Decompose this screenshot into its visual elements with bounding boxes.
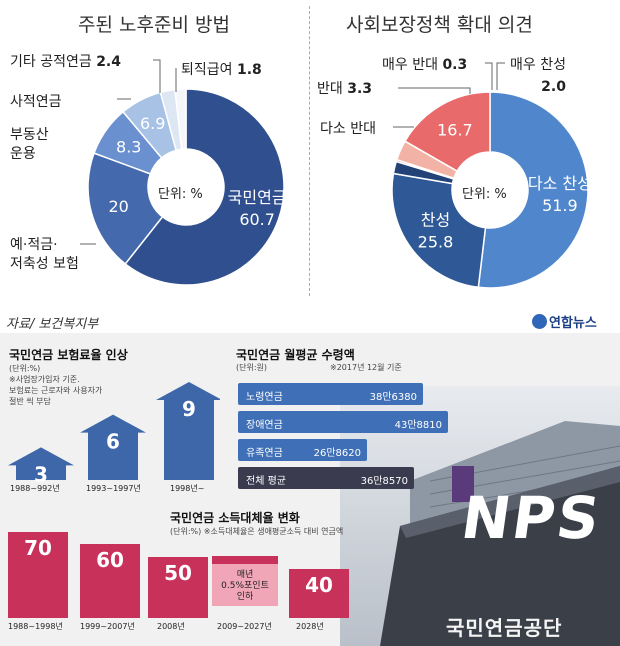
label-against: 반대 3.3 <box>317 81 373 97</box>
replace-category: 1988~1998년 <box>8 622 63 631</box>
label-real-estate: 부동산 운용 <box>10 127 49 162</box>
label-severance: 퇴직급여 1.8 <box>181 62 262 78</box>
nps-logo: NPS <box>457 484 606 552</box>
donut-value-label: 60.7 <box>239 210 275 229</box>
replace-category: 2009~2027년 <box>217 622 272 631</box>
divider <box>309 6 310 296</box>
leader-line <box>398 87 471 94</box>
premium-category: 1988~992년 <box>10 484 60 493</box>
donut-value-label: 20 <box>108 197 128 216</box>
monthly-bar: 유족연금 26만8620 <box>238 439 367 461</box>
right-center-unit: 단위: % <box>462 187 507 202</box>
monthly-bar-value: 38만6380 <box>369 392 417 403</box>
label-savings: 예·적금· 저축성 보험 <box>10 237 79 272</box>
premium-category: 1993~1997년 <box>86 484 141 493</box>
label-somewhat-against: 다소 반대 <box>320 121 376 137</box>
replace-bar: 50 <box>148 557 208 618</box>
replace-bar: 60 <box>80 544 140 618</box>
yonhap-logo: 연합뉴스 <box>532 312 597 331</box>
leader-line <box>496 62 505 90</box>
monthly-bar: 전체 평균 36만8570 <box>238 467 414 489</box>
premium-chart-title: 국민연금 보험료율 인상 <box>9 348 128 362</box>
donut-value-label: 6.9 <box>140 114 165 133</box>
monthly-unit: (단위:원) <box>236 363 268 372</box>
source-text: 자료/ 보건복지부 <box>6 317 99 332</box>
donut-value-label: 51.9 <box>542 196 578 215</box>
monthly-bar-value: 36만8570 <box>360 476 408 487</box>
replace-category: 1999~2007년 <box>80 622 135 631</box>
replace-bar-value: 40 <box>305 573 333 597</box>
replace-bar-value: 70 <box>24 536 52 560</box>
donut-right: 다소 찬성 51.9 찬성 25.8 16.7 <box>391 91 592 289</box>
label-other-public-pension: 기타 공적연금 2.4 <box>10 54 121 70</box>
replace-step-text: 매년 0.5%포인트 인하 <box>221 570 269 602</box>
donut-value-label: 8.3 <box>116 138 141 157</box>
replace-chart-title: 국민연금 소득대체율 변화 <box>170 511 300 525</box>
left-center-unit: 단위: % <box>158 187 203 202</box>
monthly-bar: 노령연금 38만6380 <box>238 383 423 405</box>
leader-line <box>485 62 493 90</box>
replace-category: 2008년 <box>157 622 185 631</box>
leader-line <box>153 59 161 93</box>
replace-bar-value: 50 <box>164 561 192 585</box>
premium-category: 1998년~ <box>170 484 205 493</box>
premium-value: 9 <box>182 397 196 421</box>
monthly-bar-value: 26만8620 <box>313 448 361 459</box>
replace-category: 2028년 <box>296 622 324 631</box>
replace-note: (단위:%) ※소득대체율은 생애평균소득 대비 연금액 <box>170 527 344 536</box>
donut-value-label: 찬성 <box>421 211 450 230</box>
label-very-for: 매우 찬성 2.0 <box>510 57 566 95</box>
nps-building-photo <box>340 386 620 646</box>
donut-slice <box>477 91 589 289</box>
label-very-against: 매우 반대 0.3 <box>382 57 468 73</box>
premium-arrow <box>80 414 146 480</box>
label-private-pension: 사적연금 <box>10 94 62 110</box>
premium-value: 3 <box>34 462 48 482</box>
donut-slice <box>404 91 491 173</box>
right-chart-title: 사회보장정책 확대 의견 <box>346 14 533 36</box>
monthly-bar-value: 43만8810 <box>394 420 442 431</box>
replace-bar: 40 <box>289 569 349 618</box>
premium-value: 6 <box>106 430 120 454</box>
donut-left: 국민연금 60.7 20 8.3 6.9 <box>87 88 287 286</box>
replace-bar-value: 60 <box>96 548 124 572</box>
monthly-bar: 장애연금 43만8810 <box>238 411 448 433</box>
replace-bar: 70 <box>8 532 68 618</box>
monthly-bar-label: 전체 평균 <box>246 476 286 487</box>
premium-arrows: 3 6 9 <box>8 382 220 482</box>
yonhap-logo-icon <box>532 314 547 329</box>
donut-slice <box>124 88 285 286</box>
monthly-bar-label: 장애연금 <box>246 420 283 431</box>
donut-value-label: 국민연금 <box>228 188 287 207</box>
donut-value-label: 16.7 <box>437 120 473 139</box>
premium-arrow <box>156 382 220 480</box>
nps-name: 국민연금공단 <box>446 616 563 640</box>
premium-note: (단위:%) ※사업장가입자 기준. 보험료는 근로자와 사용자가 절반 씩 부… <box>9 364 103 406</box>
left-chart-title: 주된 노후준비 방법 <box>78 14 230 36</box>
donut-value-label: 다소 찬성 <box>528 174 592 193</box>
donut-value-label: 25.8 <box>418 233 454 252</box>
donut-slice <box>174 88 187 151</box>
donut-slice <box>391 172 487 289</box>
premium-arrow <box>8 447 74 480</box>
monthly-bar-label: 유족연금 <box>246 448 283 459</box>
donut-slice <box>87 152 164 265</box>
replace-step-top <box>212 556 278 564</box>
donut-charts: 국민연금 60.7 20 8.3 6.9 다소 찬성 51.9 찬성 25.8 16.7 <box>80 59 592 289</box>
monthly-note: ※2017년 12월 기준 <box>330 363 402 372</box>
monthly-bar-label: 노령연금 <box>246 392 283 403</box>
monthly-chart-title: 국민연금 월평균 수령액 <box>236 348 355 362</box>
replace-step-box <box>212 556 278 606</box>
